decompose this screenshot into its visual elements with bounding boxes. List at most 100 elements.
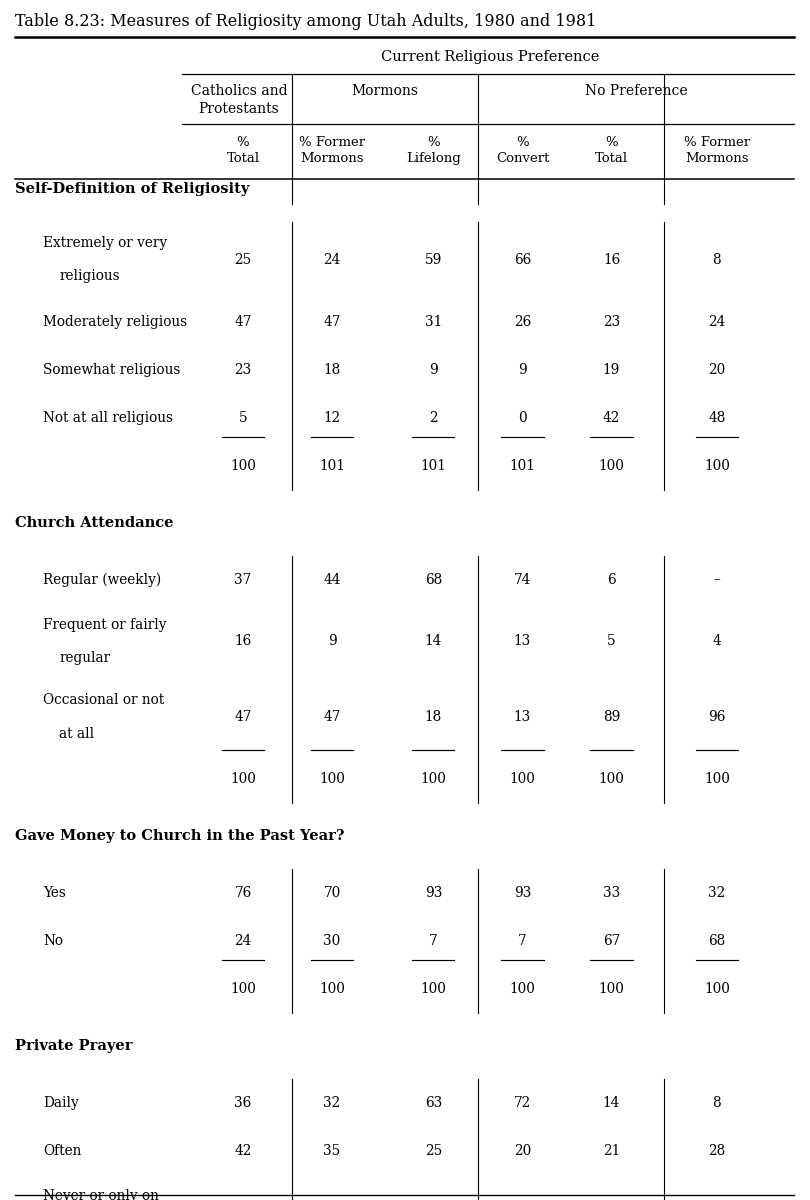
Text: 4: 4 <box>713 635 721 648</box>
Text: 9: 9 <box>429 362 437 377</box>
Text: 100: 100 <box>599 982 625 996</box>
Text: Current Religious Preference: Current Religious Preference <box>381 50 599 65</box>
Text: 7: 7 <box>429 934 437 948</box>
Text: 24: 24 <box>323 253 341 266</box>
Text: 31: 31 <box>424 314 442 329</box>
Text: religious: religious <box>59 270 120 283</box>
Text: 25: 25 <box>424 1144 442 1158</box>
Text: 100: 100 <box>420 982 446 996</box>
Text: 32: 32 <box>708 886 726 900</box>
Text: 42: 42 <box>234 1144 252 1158</box>
Text: 100: 100 <box>319 772 345 786</box>
Text: 30: 30 <box>323 934 341 948</box>
Text: 100: 100 <box>704 458 730 473</box>
Text: 23: 23 <box>603 314 620 329</box>
Text: 9: 9 <box>328 635 336 648</box>
Text: at all: at all <box>59 727 94 740</box>
Text: 93: 93 <box>424 886 442 900</box>
Text: 26: 26 <box>514 314 531 329</box>
Text: 16: 16 <box>234 635 252 648</box>
Text: 35: 35 <box>323 1144 341 1158</box>
Text: Never or only on: Never or only on <box>43 1189 159 1200</box>
Text: regular: regular <box>59 652 110 665</box>
Text: 14: 14 <box>424 635 442 648</box>
Text: 89: 89 <box>603 710 620 724</box>
Text: Mormons: Mormons <box>352 84 418 98</box>
Text: %
Lifelong: % Lifelong <box>406 136 461 166</box>
Text: 16: 16 <box>603 253 620 266</box>
Text: 12: 12 <box>323 410 341 425</box>
Text: Regular (weekly): Regular (weekly) <box>43 572 161 587</box>
Text: 76: 76 <box>234 886 252 900</box>
Text: Somewhat religious: Somewhat religious <box>43 362 181 377</box>
Text: 7: 7 <box>518 934 526 948</box>
Text: Church Attendance: Church Attendance <box>15 516 173 530</box>
Text: Occasional or not: Occasional or not <box>43 694 164 707</box>
Text: Frequent or fairly: Frequent or fairly <box>43 618 166 631</box>
Text: Extremely or very: Extremely or very <box>43 236 167 250</box>
Text: 63: 63 <box>424 1096 442 1110</box>
Text: 100: 100 <box>420 772 446 786</box>
Text: 100: 100 <box>319 982 345 996</box>
Text: No Preference: No Preference <box>585 84 687 98</box>
Text: % Former
Mormons: % Former Mormons <box>299 136 365 166</box>
Text: 100: 100 <box>704 982 730 996</box>
Text: 18: 18 <box>424 710 442 724</box>
Text: 13: 13 <box>514 635 531 648</box>
Text: 100: 100 <box>509 982 535 996</box>
Text: 2: 2 <box>429 410 437 425</box>
Text: 18: 18 <box>323 362 341 377</box>
Text: 68: 68 <box>424 572 442 587</box>
Text: 67: 67 <box>603 934 620 948</box>
Text: 19: 19 <box>603 362 620 377</box>
Text: 66: 66 <box>514 253 531 266</box>
Text: Private Prayer: Private Prayer <box>15 1039 132 1054</box>
Text: 47: 47 <box>234 314 252 329</box>
Text: Table 8.23: Measures of Religiosity among Utah Adults, 1980 and 1981: Table 8.23: Measures of Religiosity amon… <box>15 12 596 30</box>
Text: 47: 47 <box>323 314 341 329</box>
Text: 100: 100 <box>704 772 730 786</box>
Text: 72: 72 <box>514 1096 531 1110</box>
Text: Not at all religious: Not at all religious <box>43 410 173 425</box>
Text: 25: 25 <box>234 253 252 266</box>
Text: 100: 100 <box>599 772 625 786</box>
Text: 93: 93 <box>514 886 531 900</box>
Text: 47: 47 <box>234 710 252 724</box>
Text: 48: 48 <box>708 410 726 425</box>
Text: 101: 101 <box>420 458 446 473</box>
Text: 101: 101 <box>509 458 535 473</box>
Text: 59: 59 <box>424 253 442 266</box>
Text: 68: 68 <box>708 934 726 948</box>
Text: %
Total: % Total <box>227 136 259 166</box>
Text: 42: 42 <box>603 410 620 425</box>
Text: 20: 20 <box>708 362 726 377</box>
Text: 100: 100 <box>230 982 256 996</box>
Text: Moderately religious: Moderately religious <box>43 314 187 329</box>
Text: Yes: Yes <box>43 886 66 900</box>
Text: Self-Definition of Religiosity: Self-Definition of Religiosity <box>15 182 249 197</box>
Text: 100: 100 <box>230 458 256 473</box>
Text: 0: 0 <box>518 410 526 425</box>
Text: 100: 100 <box>230 772 256 786</box>
Text: Daily: Daily <box>43 1096 79 1110</box>
Text: 5: 5 <box>608 635 616 648</box>
Text: 20: 20 <box>514 1144 531 1158</box>
Text: 47: 47 <box>323 710 341 724</box>
Text: 28: 28 <box>708 1144 726 1158</box>
Text: 32: 32 <box>323 1096 341 1110</box>
Text: 33: 33 <box>603 886 620 900</box>
Text: % Former
Mormons: % Former Mormons <box>684 136 750 166</box>
Text: 9: 9 <box>518 362 526 377</box>
Text: 36: 36 <box>234 1096 252 1110</box>
Text: 5: 5 <box>239 410 247 425</box>
Text: %
Convert: % Convert <box>496 136 549 166</box>
Text: Gave Money to Church in the Past Year?: Gave Money to Church in the Past Year? <box>15 829 344 844</box>
Text: 100: 100 <box>599 458 625 473</box>
Text: 74: 74 <box>514 572 531 587</box>
Text: 101: 101 <box>319 458 345 473</box>
Text: 8: 8 <box>713 253 721 266</box>
Text: 37: 37 <box>234 572 252 587</box>
Text: 96: 96 <box>708 710 726 724</box>
Text: Often: Often <box>43 1144 81 1158</box>
Text: 23: 23 <box>234 362 252 377</box>
